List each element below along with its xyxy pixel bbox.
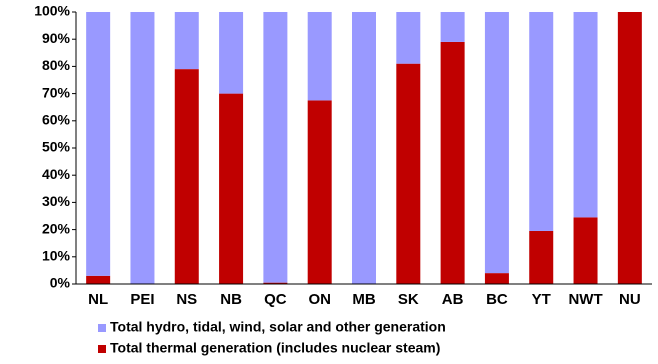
legend-label: Total thermal generation (includes nucle… <box>110 340 440 356</box>
y-tick-label: 10% <box>42 248 71 264</box>
bar-segment <box>617 12 642 284</box>
y-tick-label: 50% <box>42 139 71 155</box>
y-tick-label: 60% <box>42 112 71 128</box>
legend-label: Total hydro, tidal, wind, solar and othe… <box>110 319 446 335</box>
y-tick-label: 0% <box>50 275 71 291</box>
bar-segment <box>440 41 465 284</box>
y-tick-label: 100% <box>34 3 70 19</box>
bar-segment <box>219 93 244 284</box>
bar-segment <box>86 275 111 284</box>
bar-segment <box>263 282 288 284</box>
x-tick-label: BC <box>486 291 508 308</box>
bar-segment <box>352 12 376 284</box>
x-tick-label: QC <box>264 291 287 308</box>
y-tick-label: 70% <box>42 84 71 100</box>
x-tick-label: YT <box>532 291 551 308</box>
bar-segment <box>484 273 509 284</box>
bar-segment <box>529 12 554 231</box>
bar-segment <box>440 12 465 42</box>
bar-segment <box>219 12 244 94</box>
x-tick-label: NWT <box>568 291 602 308</box>
bar-segment <box>573 217 598 284</box>
x-tick-label: NU <box>619 291 641 308</box>
x-tick-label: ON <box>308 291 331 308</box>
x-tick-label: NB <box>220 291 242 308</box>
legend-swatch <box>98 345 106 353</box>
bar-segment <box>174 12 199 70</box>
legend-swatch <box>98 324 106 332</box>
y-tick-label: 80% <box>42 57 71 73</box>
bar-segment <box>396 12 421 64</box>
x-tick-label: MB <box>352 291 375 308</box>
bar-segment <box>484 12 509 274</box>
bar-segment <box>307 12 332 101</box>
bar-segment <box>307 100 332 285</box>
x-tick-label: NS <box>176 291 197 308</box>
bar-segment <box>86 12 111 276</box>
bar-segment <box>130 12 155 284</box>
bar-segment <box>529 230 554 284</box>
y-tick-label: 20% <box>42 220 71 236</box>
y-tick-label: 30% <box>42 193 71 209</box>
x-tick-label: NL <box>88 291 108 308</box>
x-tick-label: SK <box>398 291 419 308</box>
bar-segment <box>174 69 199 285</box>
y-tick-label: 40% <box>42 166 71 182</box>
y-tick-label: 90% <box>42 30 71 46</box>
bar-segment <box>263 12 288 283</box>
x-tick-label: PEI <box>130 291 154 308</box>
bar-segment <box>396 63 421 285</box>
bar-segment <box>573 12 598 218</box>
x-tick-label: AB <box>442 291 464 308</box>
